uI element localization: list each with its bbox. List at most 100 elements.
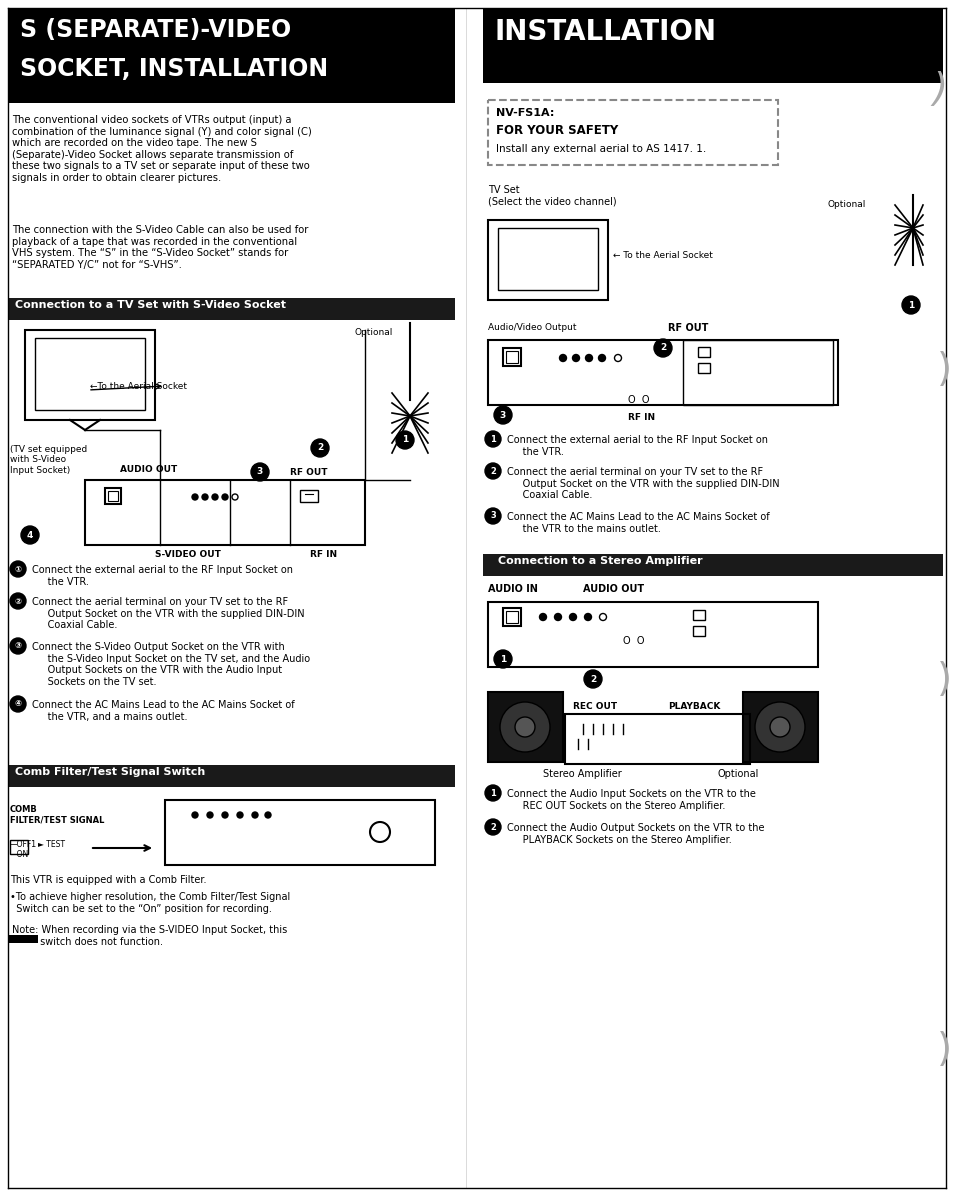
Text: AUDIO OUT: AUDIO OUT	[120, 465, 177, 474]
Circle shape	[539, 614, 546, 621]
Circle shape	[192, 812, 198, 818]
Text: Connect the AC Mains Lead to the AC Mains Socket of
     the VTR to the mains ou: Connect the AC Mains Lead to the AC Main…	[506, 512, 769, 533]
Bar	[8, 298, 455, 321]
Text: ): )	[931, 71, 946, 109]
Circle shape	[484, 463, 500, 480]
Text: Connect the AC Mains Lead to the AC Mains Socket of
     the VTR, and a mains ou: Connect the AC Mains Lead to the AC Main…	[32, 700, 294, 721]
Circle shape	[494, 649, 512, 669]
Bar	[502, 608, 520, 626]
Text: 3: 3	[490, 512, 496, 520]
Bar	[8, 765, 455, 787]
Circle shape	[754, 702, 804, 752]
Circle shape	[21, 526, 39, 544]
Circle shape	[207, 812, 213, 818]
Text: Note: When recording via the S-VIDEO Input Socket, this
         switch does not: Note: When recording via the S-VIDEO Inp…	[12, 925, 287, 946]
Bar	[85, 480, 365, 545]
Bar	[299, 490, 317, 502]
Bar	[165, 800, 435, 865]
Bar	[505, 611, 517, 623]
Text: 2: 2	[490, 466, 496, 476]
Bar	[692, 610, 704, 620]
Text: ←To the Aerial Socket: ←To the Aerial Socket	[90, 382, 187, 391]
Text: FOR YOUR SAFETY: FOR YOUR SAFETY	[496, 124, 618, 138]
Text: Connect the external aerial to the RF Input Socket on
     the VTR.: Connect the external aerial to the RF In…	[506, 435, 767, 457]
Text: ► TEST: ► TEST	[38, 840, 65, 849]
Circle shape	[10, 561, 26, 576]
Bar	[10, 840, 28, 854]
Circle shape	[484, 819, 500, 835]
Text: 3: 3	[499, 410, 506, 420]
Text: ): )	[936, 1031, 950, 1069]
Text: Connect the S-Video Output Socket on the VTR with
     the S-Video Input Socket : Connect the S-Video Output Socket on the…	[32, 642, 310, 687]
Text: This VTR is equipped with a Comb Filter.: This VTR is equipped with a Comb Filter.	[10, 875, 206, 885]
Text: 1: 1	[907, 300, 913, 310]
Circle shape	[265, 812, 271, 818]
Text: Connection to a Stereo Amplifier: Connection to a Stereo Amplifier	[497, 556, 702, 566]
Text: TV Set
(Select the video channel): TV Set (Select the video channel)	[488, 185, 616, 207]
Text: —ON: —ON	[10, 850, 30, 859]
Text: Optional: Optional	[355, 328, 393, 337]
Text: 1: 1	[490, 788, 496, 798]
Text: 1: 1	[499, 654, 506, 664]
Bar	[8, 935, 38, 942]
Circle shape	[10, 637, 26, 654]
Circle shape	[202, 494, 208, 500]
Circle shape	[585, 354, 592, 361]
Text: ④: ④	[14, 700, 22, 708]
Bar	[105, 488, 121, 504]
Circle shape	[569, 614, 576, 621]
Text: •To achieve higher resolution, the Comb Filter/Test Signal
  Switch can be set t: •To achieve higher resolution, the Comb …	[10, 892, 290, 914]
Circle shape	[499, 702, 550, 752]
Text: Connection to a TV Set with S-Video Socket: Connection to a TV Set with S-Video Sock…	[15, 300, 286, 310]
Bar	[698, 364, 709, 373]
Text: 2: 2	[490, 823, 496, 831]
Circle shape	[222, 812, 228, 818]
Text: The conventional video sockets of VTRs output (input) a
combination of the lumin: The conventional video sockets of VTRs o…	[12, 115, 312, 183]
Text: ③: ③	[14, 641, 22, 651]
Bar	[564, 714, 749, 764]
Circle shape	[769, 716, 789, 737]
Text: 1: 1	[401, 435, 408, 445]
Bar	[742, 692, 817, 762]
Text: AUDIO IN: AUDIO IN	[488, 584, 537, 594]
Text: (TV set equipped
with S-Video
Input Socket): (TV set equipped with S-Video Input Sock…	[10, 445, 87, 475]
Circle shape	[598, 354, 605, 361]
Text: Connect the Audio Output Sockets on the VTR to the
     PLAYBACK Sockets on the : Connect the Audio Output Sockets on the …	[506, 823, 763, 844]
Bar	[482, 554, 942, 576]
Bar	[497, 228, 598, 289]
Text: 2: 2	[589, 675, 596, 683]
Circle shape	[311, 439, 329, 457]
Bar	[488, 340, 837, 405]
Text: ①: ①	[14, 565, 22, 574]
Text: Stereo Amplifier: Stereo Amplifier	[542, 769, 621, 779]
Text: ): )	[936, 661, 950, 698]
Text: Connect the external aerial to the RF Input Socket on
     the VTR.: Connect the external aerial to the RF In…	[32, 565, 293, 586]
Text: SOCKET, INSTALLATION: SOCKET, INSTALLATION	[20, 57, 328, 81]
Text: RF OUT: RF OUT	[290, 468, 327, 477]
Bar	[488, 100, 778, 165]
Bar	[35, 338, 145, 410]
Text: —OFF: —OFF	[10, 840, 32, 849]
Text: S-VIDEO OUT: S-VIDEO OUT	[154, 550, 221, 559]
Circle shape	[10, 593, 26, 609]
Circle shape	[901, 295, 919, 315]
Text: Connect the Audio Input Sockets on the VTR to the
     REC OUT Sockets on the St: Connect the Audio Input Sockets on the V…	[506, 789, 755, 811]
Bar	[488, 692, 562, 762]
Circle shape	[554, 614, 561, 621]
Bar	[482, 8, 942, 83]
Text: COMB
FILTER/TEST SIGNAL: COMB FILTER/TEST SIGNAL	[10, 805, 104, 824]
Circle shape	[558, 354, 566, 361]
Text: ← To the Aerial Socket: ← To the Aerial Socket	[613, 251, 712, 260]
Circle shape	[252, 812, 257, 818]
Circle shape	[484, 508, 500, 524]
Text: AUDIO OUT: AUDIO OUT	[582, 584, 643, 594]
Text: INSTALLATION: INSTALLATION	[495, 18, 717, 45]
Text: PLAYBACK: PLAYBACK	[667, 702, 720, 710]
Circle shape	[584, 614, 591, 621]
Circle shape	[10, 696, 26, 712]
Bar	[505, 350, 517, 364]
Circle shape	[484, 785, 500, 801]
Text: The connection with the S-Video Cable can also be used for
playback of a tape th: The connection with the S-Video Cable ca…	[12, 225, 308, 270]
Text: S (SEPARATE)-VIDEO: S (SEPARATE)-VIDEO	[20, 18, 291, 42]
Text: 1: 1	[490, 434, 496, 444]
